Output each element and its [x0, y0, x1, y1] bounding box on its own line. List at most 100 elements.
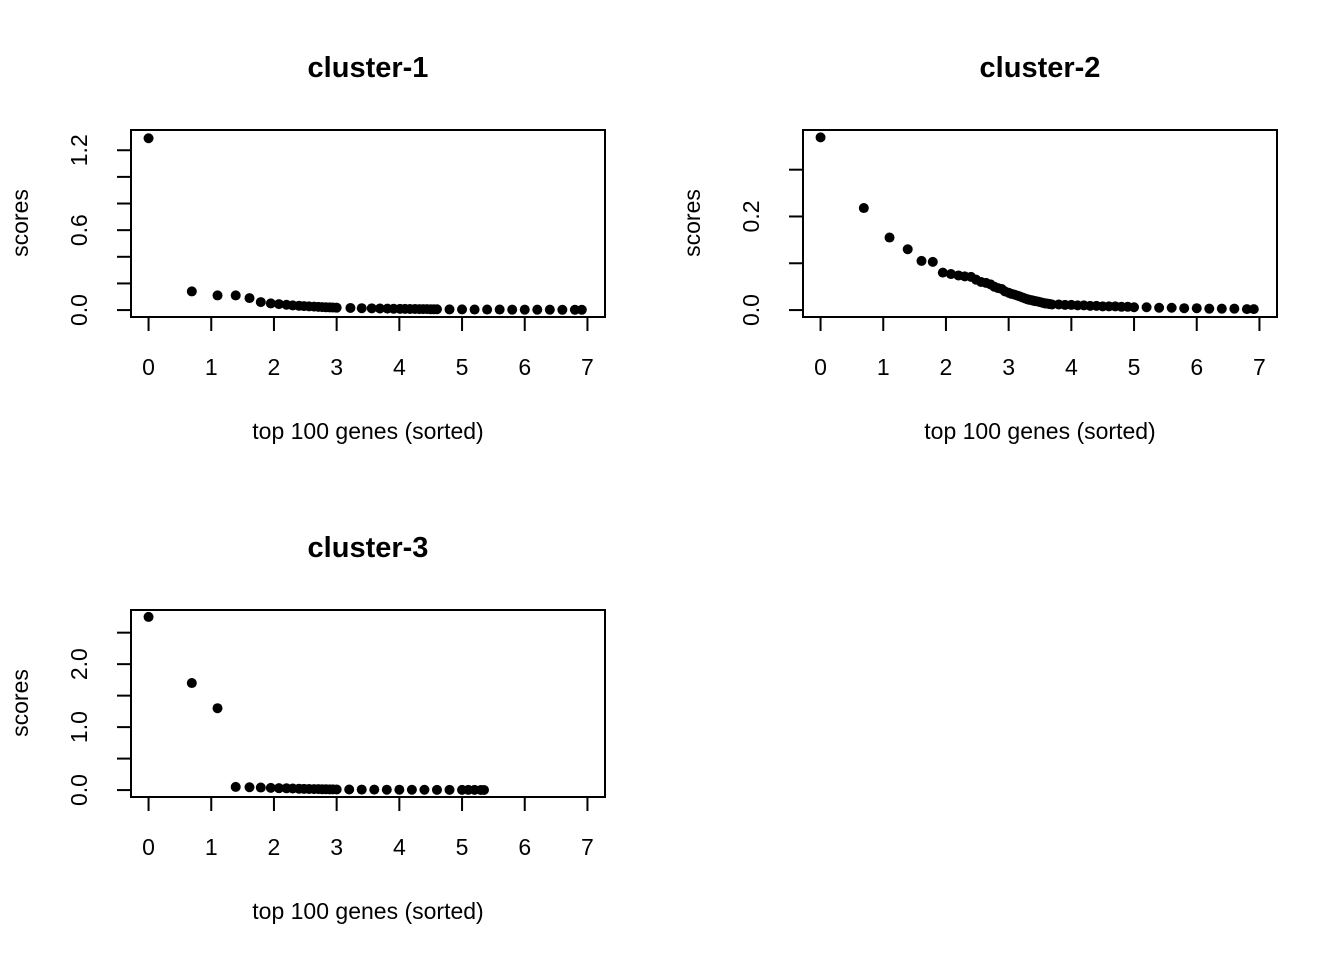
data-point [1129, 302, 1140, 313]
data-point [478, 784, 489, 795]
data-point [230, 290, 241, 301]
x-tick-label: 6 [1190, 354, 1203, 380]
data-point [945, 269, 956, 280]
x-axis-label: top 100 genes (sorted) [252, 898, 483, 924]
y-axis-label: scores [7, 189, 33, 257]
data-point [916, 255, 927, 266]
data-point [186, 678, 197, 689]
data-point [884, 232, 895, 243]
data-point [273, 299, 284, 310]
data-point [1248, 304, 1259, 315]
x-tick-label: 3 [1002, 354, 1015, 380]
x-tick-label: 3 [330, 354, 343, 380]
data-point [544, 304, 555, 315]
data-point [431, 784, 442, 795]
data-point [858, 203, 869, 214]
y-tick-label: 1.0 [66, 711, 92, 743]
data-point [331, 784, 342, 795]
x-tick-label: 5 [456, 354, 469, 380]
data-point [212, 290, 223, 301]
data-point [444, 304, 455, 315]
x-tick-label: 2 [940, 354, 953, 380]
data-point [244, 293, 255, 304]
data-point [927, 256, 938, 267]
y-axis-label: scores [7, 669, 33, 737]
data-point [444, 784, 455, 795]
plot-area: 0 1 2 3 4 5 6 7 0.0 1.0 2.0 [66, 609, 606, 860]
x-tick-label: 4 [393, 834, 406, 860]
y-tick-label: 1.2 [66, 134, 92, 166]
data-point [902, 244, 913, 255]
data-point [507, 304, 518, 315]
data-point [431, 304, 442, 315]
data-point [394, 784, 405, 795]
y-tick-label: 0.0 [66, 774, 92, 806]
x-tick-label: 7 [581, 354, 594, 380]
x-tick-label: 3 [330, 834, 343, 860]
data-point [143, 133, 154, 144]
x-tick-label: 0 [142, 354, 155, 380]
data-point [366, 303, 377, 314]
x-tick-label: 7 [581, 834, 594, 860]
x-tick-label: 6 [518, 354, 531, 380]
data-point [482, 304, 493, 315]
x-axis-label: top 100 genes (sorted) [252, 418, 483, 444]
data-point [937, 267, 948, 278]
data-point [230, 781, 241, 792]
data-point [273, 783, 284, 794]
y-tick-label: 0.6 [66, 214, 92, 246]
x-tick-label: 2 [268, 354, 281, 380]
y-tick-label: 0.0 [738, 294, 764, 326]
data-point [331, 302, 342, 313]
data-point [356, 784, 367, 795]
x-tick-label: 1 [205, 354, 218, 380]
panel-title: cluster-1 [308, 52, 429, 84]
data-point [532, 304, 543, 315]
data-point [1204, 303, 1215, 314]
x-tick-label: 6 [518, 834, 531, 860]
data-point [419, 784, 430, 795]
data-point [1166, 302, 1177, 313]
data-point [244, 782, 255, 793]
panel-cluster-1: cluster-1 top 100 genes (sorted) scores … [7, 52, 606, 444]
x-tick-label: 1 [877, 354, 890, 380]
x-tick-label: 2 [268, 834, 281, 860]
data-point [1241, 304, 1252, 315]
data-point [469, 304, 480, 315]
data-point [369, 784, 380, 795]
data-point [519, 304, 530, 315]
data-point [1229, 303, 1240, 314]
data-point [265, 782, 276, 793]
data-point [457, 304, 468, 315]
data-point [345, 302, 356, 313]
data-point [374, 303, 385, 314]
data-point [1191, 303, 1202, 314]
data-point [255, 782, 266, 793]
data-point [1141, 302, 1152, 313]
data-point [1216, 303, 1227, 314]
data-point [494, 304, 505, 315]
panel-cluster-3: cluster-3 top 100 genes (sorted) scores … [7, 532, 606, 924]
data-point [381, 784, 392, 795]
data-point [1154, 302, 1165, 313]
y-tick-label: 0.0 [66, 294, 92, 326]
plot-area: 0 1 2 3 4 5 6 7 0.0 0.2 [738, 129, 1278, 380]
y-tick-label: 0.2 [738, 200, 764, 232]
data-point [815, 132, 826, 143]
x-tick-label: 5 [1128, 354, 1141, 380]
x-tick-label: 5 [456, 834, 469, 860]
y-tick-label: 2.0 [66, 648, 92, 680]
data-point [406, 784, 417, 795]
data-point [212, 703, 223, 714]
data-point [557, 304, 568, 315]
data-point [186, 286, 197, 297]
y-axis-label: scores [679, 189, 705, 257]
data-point [344, 784, 355, 795]
panel-title: cluster-3 [308, 532, 429, 564]
x-axis-label: top 100 genes (sorted) [924, 418, 1155, 444]
x-tick-label: 0 [814, 354, 827, 380]
x-tick-label: 7 [1253, 354, 1266, 380]
data-point [356, 303, 367, 314]
x-tick-label: 4 [1065, 354, 1078, 380]
